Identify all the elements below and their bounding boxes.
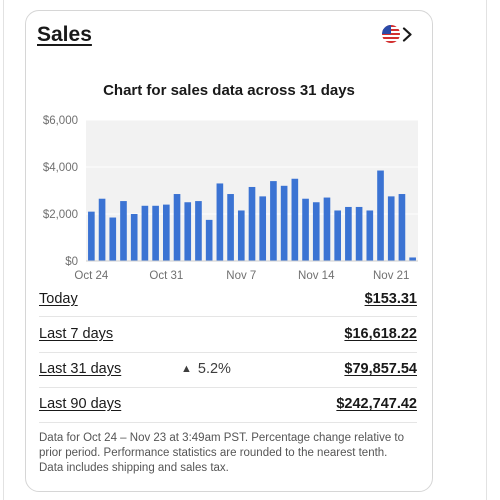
bar (248, 186, 256, 261)
us-flag-icon (382, 25, 400, 43)
y-tick-label: $2,000 (43, 209, 78, 221)
bar (270, 181, 277, 261)
marketplace-selector[interactable] (376, 23, 420, 47)
row-value[interactable]: $242,747.42 (336, 396, 417, 412)
y-tick-label: $6,000 (43, 115, 78, 127)
row-last-31-days: Last 31 days ▲ 5.2% $79,857.54 (39, 359, 417, 383)
bar (312, 202, 320, 261)
bar (323, 197, 331, 261)
bar (205, 219, 213, 261)
row-label[interactable]: Last 7 days (39, 326, 114, 342)
x-tick-label: Nov 14 (298, 270, 335, 282)
adjacent-card-edge (0, 0, 4, 500)
bar (387, 196, 395, 261)
bar (377, 170, 384, 261)
bar (227, 194, 234, 261)
row-last-7-days: Last 7 days $16,618.22 (39, 324, 417, 348)
bar (280, 185, 288, 261)
bar (345, 206, 352, 261)
x-tick-label: Nov 7 (226, 270, 256, 282)
x-tick-label: Oct 31 (149, 270, 183, 282)
x-tick-label: Oct 24 (74, 270, 108, 282)
row-value[interactable]: $79,857.54 (344, 361, 417, 377)
percent-change: ▲ 5.2% (181, 361, 231, 377)
row-label[interactable]: Today (39, 291, 78, 307)
bar (409, 257, 416, 261)
bar (334, 210, 341, 261)
bar (163, 204, 170, 261)
footnote: Data for Oct 24 – Nov 23 at 3:49am PST. … (39, 432, 405, 474)
bar (237, 210, 245, 261)
row-value[interactable]: $16,618.22 (344, 326, 417, 342)
divider (39, 352, 417, 353)
chevron-right-icon (402, 27, 412, 42)
bar (120, 201, 127, 261)
row-label[interactable]: Last 90 days (39, 396, 122, 412)
bar (302, 198, 309, 261)
bar (130, 214, 138, 261)
row-today: Today $153.31 (39, 289, 417, 313)
bar (184, 202, 192, 261)
row-last-90-days: Last 90 days $242,747.42 (39, 394, 417, 418)
bar (398, 194, 406, 261)
bar (216, 183, 224, 261)
sales-bar-chart: $0 $2,000 $4,000 $6,000 Oct 24 Oct 31 Nov 7 Nov… (43, 115, 418, 282)
bar (355, 206, 363, 261)
bar (195, 201, 202, 261)
bar (88, 211, 95, 261)
bar (291, 178, 299, 261)
bar (109, 217, 117, 261)
y-tick-label: $0 (65, 256, 78, 268)
bar (366, 210, 374, 261)
card-header: Sales (37, 21, 420, 51)
y-tick-label: $4,000 (43, 162, 78, 174)
row-label[interactable]: Last 31 days (39, 361, 122, 377)
bar (173, 194, 181, 261)
bar (141, 205, 149, 261)
triangle-up-icon: ▲ (181, 363, 192, 375)
adjacent-card-edge (486, 0, 500, 500)
bar (152, 205, 159, 261)
divider (39, 422, 417, 423)
bar (259, 196, 267, 261)
divider (39, 387, 417, 388)
chart-title: Chart for sales data across 31 days (103, 82, 355, 99)
sales-card: Sales Chart for sales data across 31 day… (25, 10, 433, 492)
bar (98, 198, 106, 261)
row-value[interactable]: $153.31 (364, 291, 417, 307)
card-title[interactable]: Sales (37, 23, 92, 46)
x-tick-label: Nov 21 (373, 270, 409, 282)
divider (39, 316, 417, 317)
percent-change-value: 5.2% (197, 361, 231, 377)
